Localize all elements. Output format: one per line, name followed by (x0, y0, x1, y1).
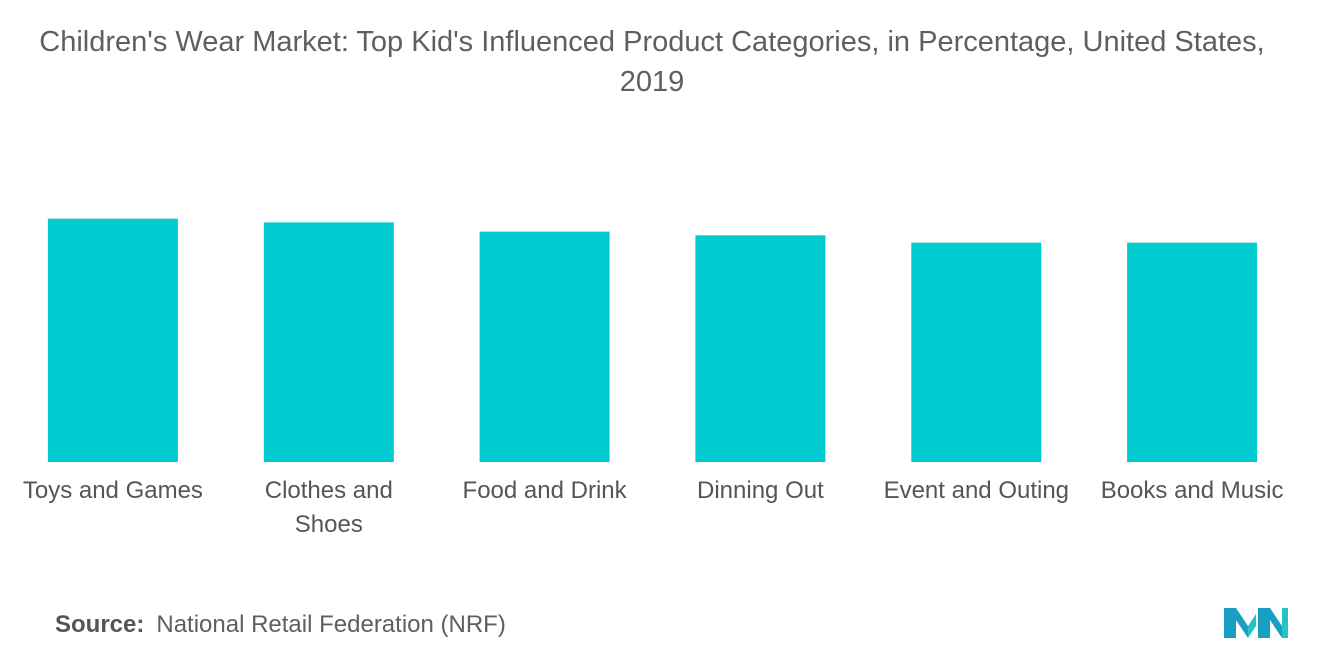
x-tick-label-line: Dinning Out (697, 477, 824, 504)
bar-4 (911, 242, 1042, 462)
x-tick-label-1: Clothes and Shoes (265, 477, 393, 538)
x-tick-label-2: Food and Drink (463, 477, 628, 504)
x-tick-label-line: Books and Music (1101, 477, 1284, 504)
bar-3 (695, 235, 826, 462)
bar-5 (1127, 242, 1258, 462)
x-tick-label-line: Clothes and (265, 477, 393, 504)
source-label: Source: (55, 611, 145, 638)
bar-1 (263, 222, 394, 462)
x-tick-label-line: Event and Outing (884, 477, 1069, 504)
source-note: Source: National Retail Federation (NRF) (55, 611, 506, 639)
x-tick-label-0: Toys and Games (23, 477, 203, 504)
mordor-intelligence-logo-icon (1224, 608, 1288, 638)
chart-title: Children's Wear Market: Top Kid's Influe… (39, 26, 1265, 98)
x-tick-label-3: Dinning Out (697, 477, 824, 504)
x-tick-label-line: Shoes (295, 511, 363, 538)
bar-2 (479, 231, 610, 462)
bar-0 (47, 218, 178, 462)
x-tick-label-line: Toys and Games (23, 477, 203, 504)
bars-group (47, 218, 1258, 462)
x-tick-label-4: Event and Outing (884, 477, 1069, 504)
x-tick-labels: Toys and Games Clothes and Shoes Food and D… (23, 477, 1284, 538)
source-text: National Retail Federation (NRF) (156, 611, 506, 638)
x-tick-label-5: Books and Music (1101, 477, 1284, 504)
x-tick-label-line: Food and Drink (463, 477, 628, 504)
